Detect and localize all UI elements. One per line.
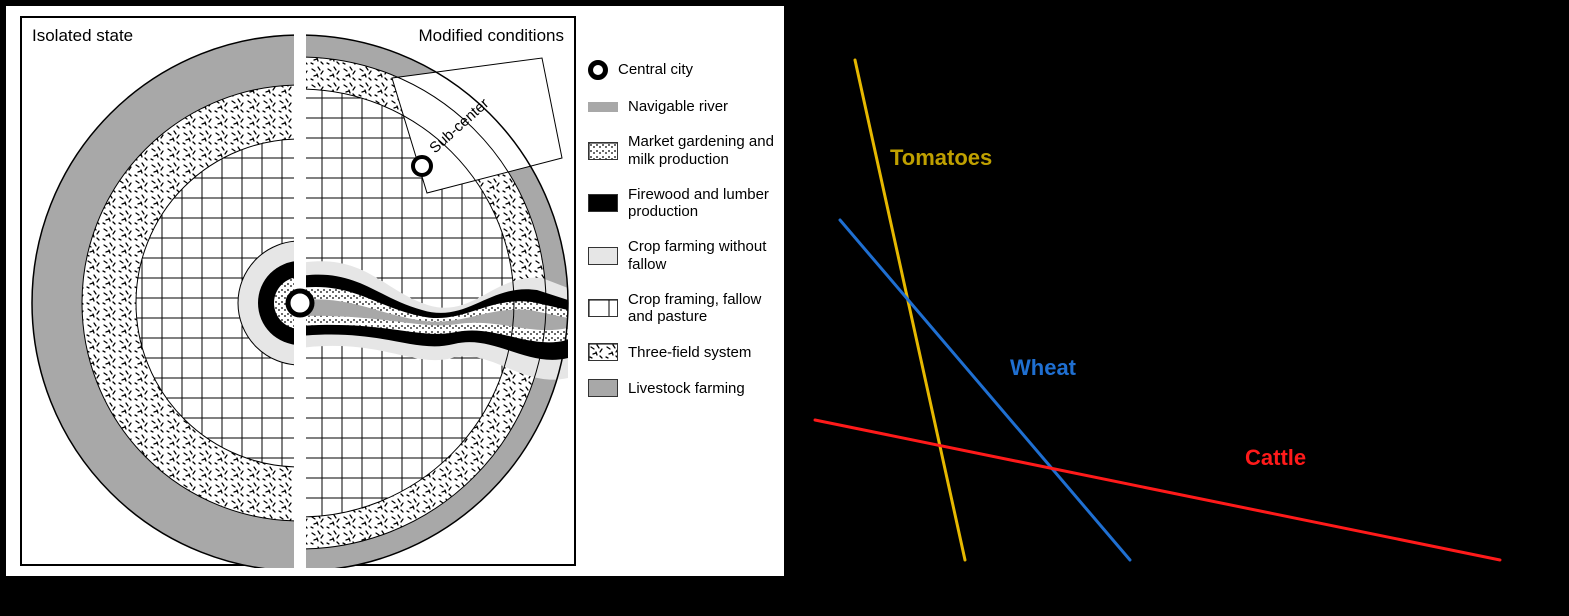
river-icon (588, 102, 618, 112)
threefield-icon (588, 343, 618, 361)
x-axis-label-fragment: Cent (650, 572, 696, 598)
subcenter-marker (413, 157, 431, 175)
legend-item-firewood: Firewood and lumber production (588, 186, 778, 221)
fallow-icon (588, 299, 618, 317)
legend-item-threefield: Three-field system (588, 343, 778, 361)
legend-label: Crop framing, fallow and pasture (628, 291, 778, 326)
livestock-icon (588, 379, 618, 397)
legend-label: Crop farming without fallow (628, 238, 778, 273)
legend-label: Livestock farming (628, 380, 745, 397)
series-line-tomatoes (855, 60, 965, 560)
city-icon (588, 60, 608, 80)
thunen-diagram-panel: Isolated state Modified conditions (6, 6, 784, 576)
legend-label: Firewood and lumber production (628, 186, 778, 221)
legend-label: Navigable river (628, 98, 728, 115)
legend-item-fallow: Crop framing, fallow and pasture (588, 291, 778, 326)
series-label-wheat: Wheat (1010, 355, 1076, 381)
series-label-cattle: Cattle (1245, 445, 1306, 471)
legend: Central city Navigable river Market gard… (588, 60, 778, 415)
legend-label: Three-field system (628, 344, 751, 361)
legend-item-city: Central city (588, 60, 778, 80)
market-icon (588, 142, 618, 160)
bid-rent-chart: P Tomatoes Wheat Cattle (800, 0, 1560, 600)
legend-label: Market gardening and milk production (628, 133, 778, 168)
y-axis-label-fragment: P (808, 4, 823, 30)
bid-rent-svg (800, 0, 1560, 600)
thunen-rings-svg (22, 18, 578, 568)
firewood-icon (588, 194, 618, 212)
central-city-marker (288, 291, 312, 315)
nofallow-icon (588, 247, 618, 265)
diagram-frame: Isolated state Modified conditions (20, 16, 576, 566)
legend-item-river: Navigable river (588, 98, 778, 115)
series-label-tomatoes: Tomatoes (890, 145, 992, 171)
series-line-wheat (840, 220, 1130, 560)
series-line-cattle (815, 420, 1500, 560)
legend-item-market: Market gardening and milk production (588, 133, 778, 168)
legend-item-nofallow: Crop farming without fallow (588, 238, 778, 273)
legend-label: Central city (618, 61, 693, 78)
legend-item-livestock: Livestock farming (588, 379, 778, 397)
